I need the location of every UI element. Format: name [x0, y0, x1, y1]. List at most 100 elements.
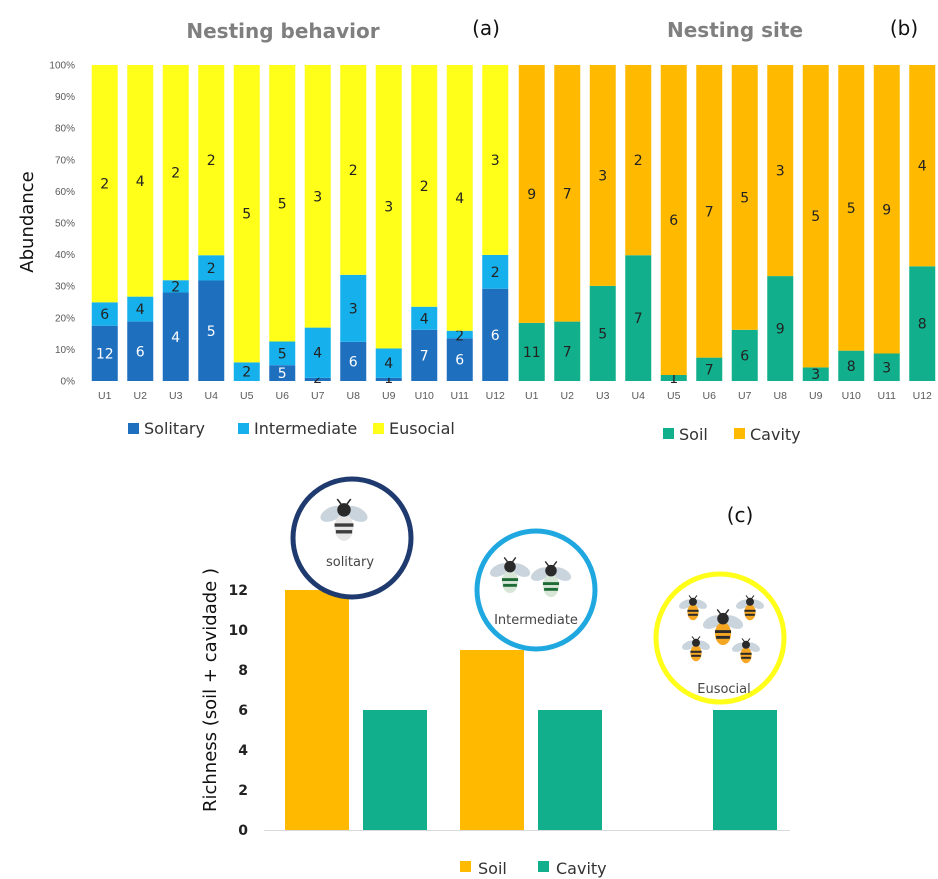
bee-antenna	[336, 498, 342, 505]
chart-b-category-label: U7	[738, 390, 752, 402]
bee-antenna	[724, 609, 730, 615]
chart-a-ylabel: Abundance	[17, 171, 38, 272]
chart-a-data-label: 3	[349, 301, 358, 317]
chart-b-data-label: 6	[669, 213, 678, 229]
bee-body	[740, 647, 752, 664]
chart-c-panel-label: (c)	[727, 503, 754, 527]
chart-b-category-label: U10	[842, 390, 861, 402]
chart-a-bar-eusocial	[304, 65, 331, 328]
chart-c-bee-icons: solitary Intermediate Eusocial	[290, 476, 787, 705]
legend-label-cavity: Cavity	[750, 425, 801, 444]
chart-a-category-label: U4	[205, 390, 219, 402]
chart-b-category-label: U9	[809, 390, 823, 402]
chart-ab-plot-area: 0%10%20%30%40%50%60%70%80%90%100%1262U16…	[49, 61, 936, 402]
chart-a-ytick-label: 30%	[55, 282, 75, 293]
chart-b-panel-label: (b)	[890, 16, 918, 40]
chart-c-ytick-label: 6	[238, 703, 248, 719]
chart-a-data-label: 2	[207, 261, 216, 277]
legend-label-soil: Soil	[679, 425, 708, 444]
bee-antenna	[503, 557, 509, 563]
chart-b-data-label: 7	[563, 186, 572, 202]
bee-antenna	[741, 638, 745, 642]
chart-a-data-label: 6	[349, 354, 358, 370]
bee-antenna	[716, 609, 722, 615]
legend-swatch-intermediate	[238, 423, 249, 434]
bee-icon	[702, 609, 744, 646]
legend-swatch-cavity	[734, 428, 745, 439]
chart-c-bar-cavity	[713, 710, 777, 830]
chart-a-ytick-label: 90%	[55, 92, 75, 103]
chart-b-data-label: 5	[598, 326, 607, 342]
chart-b-data-label: 8	[847, 359, 856, 375]
chart-c-bar-cavity	[538, 710, 602, 830]
bee-icon	[530, 561, 572, 598]
chart-c-plot-area: 0 2 4 6 8 10 12	[229, 583, 790, 839]
bee-icon	[736, 595, 764, 621]
bee-body	[744, 604, 756, 621]
chart-a-category-label: U5	[240, 390, 254, 402]
chart-a-data-label: 4	[455, 191, 464, 207]
chart-a-bar-solitary	[446, 338, 473, 381]
bee-body	[501, 570, 519, 594]
chart-a-data-label: 4	[136, 302, 145, 318]
chart-b-bar-cavity	[660, 65, 687, 375]
chart-b-category-label: U11	[878, 390, 897, 402]
chart-a-category-label: U1	[98, 390, 112, 402]
chart-b-data-label: 3	[882, 360, 891, 376]
chart-b-data-label: 5	[740, 190, 749, 206]
chart-a-bar-solitary	[411, 329, 438, 381]
chart-a-bar-eusocial	[375, 65, 402, 349]
chart-b-bar-cavity	[802, 65, 829, 368]
intermediate-ring-icon	[474, 528, 598, 652]
bee-antenna	[688, 595, 692, 599]
chart-b-bar-cavity	[518, 65, 545, 323]
chart-a-ytick-label: 100%	[49, 61, 75, 72]
chart-a-bar-intermediate	[91, 302, 118, 326]
chart-a-data-label: 3	[491, 153, 500, 169]
chart-a-data-label: 2	[420, 179, 429, 195]
chart-b-data-label: 5	[847, 201, 856, 217]
chart-a-bar-solitary	[375, 377, 402, 381]
chart-a-data-label: 7	[420, 348, 429, 364]
bee-head	[692, 638, 700, 647]
chart-a-category-label: U7	[311, 390, 325, 402]
chart-b-data-label: 5	[811, 209, 820, 225]
chart-a-bar-eusocial	[411, 65, 438, 307]
bee-head	[337, 503, 351, 517]
chart-a-data-label: 3	[313, 189, 322, 205]
chart-c-ytick-label: 8	[238, 663, 248, 679]
chart-a-data-label: 6	[136, 344, 145, 360]
chart-a-data-label: 6	[100, 307, 109, 323]
chart-a-ytick-label: 70%	[55, 155, 75, 166]
chart-c-ytick-label: 10	[229, 623, 249, 639]
chart-b-bar-cavity	[873, 65, 900, 354]
chart-b-bar-soil	[625, 255, 652, 381]
chart-b-data-label: 3	[598, 168, 607, 184]
chart-c-bar-soil	[460, 650, 524, 830]
chart-c-legend-label-cavity: Cavity	[556, 859, 607, 878]
chart-a-bar-eusocial	[91, 65, 118, 303]
chart-c-ylabel: Richness (soil + cavidade )	[200, 568, 221, 812]
bee-body	[687, 604, 699, 621]
chart-a-ytick-label: 40%	[55, 250, 75, 261]
legend-swatch-soil	[663, 428, 674, 439]
chart-b-bar-soil	[909, 266, 936, 381]
legend-label-intermediate: Intermediate	[254, 419, 357, 438]
chart-c-ytick-label: 2	[238, 783, 248, 799]
chart-a-data-label: 12	[96, 346, 114, 362]
chart-a-panel-label: (a)	[472, 16, 500, 40]
chart-a-bar-eusocial	[269, 65, 296, 342]
chart-b-title: Nesting site	[667, 18, 803, 42]
solitary-icon-label: solitary	[326, 555, 374, 570]
chart-b-bar-soil	[589, 285, 616, 381]
chart-b-data-label: 9	[527, 187, 536, 203]
legend-swatch-eusocial	[373, 423, 384, 434]
bee-icon	[732, 638, 760, 664]
chart-a-bar-eusocial	[198, 65, 225, 256]
chart-a-category-label: U10	[415, 390, 434, 402]
chart-b-bar-cavity	[838, 65, 865, 351]
chart-a-category-label: U11	[451, 390, 470, 402]
chart-a-bar-intermediate	[375, 348, 402, 378]
chart-a-bar-intermediate	[340, 274, 367, 342]
bee-head	[504, 560, 516, 573]
